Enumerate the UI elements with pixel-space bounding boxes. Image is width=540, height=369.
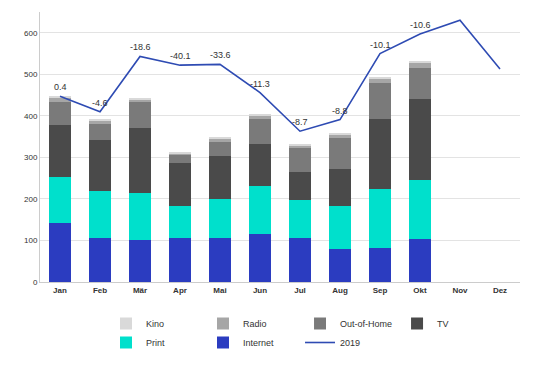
svg-text:-4.6: -4.6 (92, 98, 108, 108)
svg-text:Feb: Feb (93, 286, 107, 295)
svg-text:Apr: Apr (173, 286, 187, 295)
svg-text:200: 200 (24, 195, 38, 204)
svg-text:600: 600 (24, 29, 38, 38)
svg-text:400: 400 (24, 112, 38, 121)
svg-text:Kino: Kino (146, 319, 164, 329)
svg-text:2019: 2019 (340, 338, 360, 348)
svg-text:Out-of-Home: Out-of-Home (340, 319, 392, 329)
svg-text:Sep: Sep (373, 286, 388, 295)
svg-text:-18.6: -18.6 (130, 42, 151, 52)
svg-text:-8.7: -8.7 (292, 117, 308, 127)
svg-text:0: 0 (33, 278, 38, 287)
svg-text:Aug: Aug (332, 286, 348, 295)
svg-text:Nov: Nov (452, 286, 468, 295)
svg-text:-8.8: -8.8 (332, 106, 348, 116)
svg-text:-33.6: -33.6 (210, 50, 231, 60)
svg-text:Radio: Radio (243, 319, 267, 329)
svg-text:500: 500 (24, 70, 38, 79)
svg-text:100: 100 (24, 236, 38, 245)
svg-text:Okt: Okt (413, 286, 427, 295)
svg-text:0.4: 0.4 (54, 82, 67, 92)
svg-text:Mär: Mär (133, 286, 147, 295)
svg-text:Mai: Mai (213, 286, 226, 295)
svg-text:Internet: Internet (243, 338, 274, 348)
svg-text:Jun: Jun (253, 286, 267, 295)
svg-text:-40.1: -40.1 (170, 51, 191, 61)
svg-text:Print: Print (146, 338, 165, 348)
svg-text:-10.6: -10.6 (410, 20, 431, 30)
svg-text:Jul: Jul (294, 286, 306, 295)
svg-text:TV: TV (437, 319, 449, 329)
svg-text:Jan: Jan (53, 286, 67, 295)
svg-text:Dez: Dez (493, 286, 507, 295)
svg-text:300: 300 (24, 153, 38, 162)
svg-text:-10.1: -10.1 (370, 40, 391, 50)
svg-text:-11.3: -11.3 (250, 79, 270, 89)
